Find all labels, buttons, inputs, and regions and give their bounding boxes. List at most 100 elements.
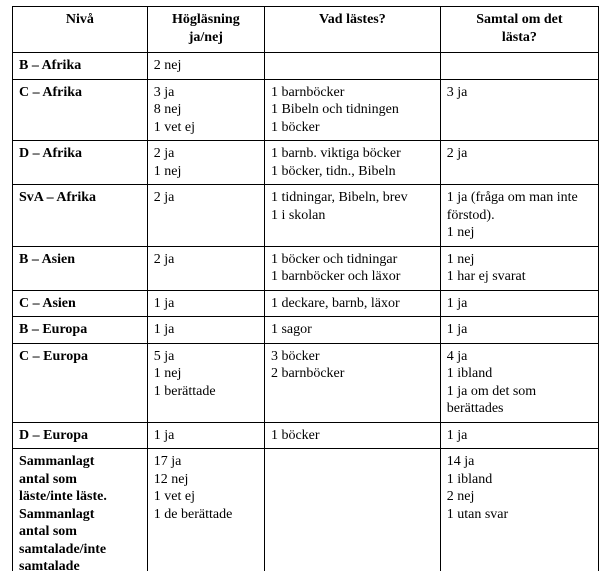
header-l1: Nivå <box>19 11 141 29</box>
cell-hoglasning: 2 ja1 nej <box>147 141 264 185</box>
cell-samtal-line: 1 ja <box>447 321 592 339</box>
cell-vad <box>264 53 440 80</box>
cell-samtal: 3 ja <box>440 79 598 141</box>
cell-vad-line: 1 böcker <box>271 427 434 445</box>
table-row: Sammanlagtantal somläste/inte läste.Samm… <box>13 449 599 571</box>
cell-vad-line: 1 barnb. viktiga böcker <box>271 145 434 163</box>
cell-level: C – Asien <box>13 290 148 317</box>
cell-samtal-line: 1 nej <box>447 224 592 242</box>
cell-hoglasning-line: 1 de berättade <box>154 506 258 524</box>
col-header-level: Nivå <box>13 7 148 53</box>
cell-vad-line: 2 barnböcker <box>271 365 434 383</box>
cell-samtal-line: 1 ibland <box>447 365 592 383</box>
col-header-samtal: Samtal om det lästa? <box>440 7 598 53</box>
table-row: D – Afrika2 ja1 nej1 barnb. viktiga böck… <box>13 141 599 185</box>
cell-hoglasning-line: 1 vet ej <box>154 488 258 506</box>
cell-hoglasning-line: 1 berättade <box>154 383 258 401</box>
cell-hoglasning-line: 1 ja <box>154 427 258 445</box>
table-row: C – Asien 1 ja 1 deckare, barnb, läxor 1 ja <box>13 290 599 317</box>
cell-level: B – Europa <box>13 317 148 344</box>
cell-hoglasning: 3 ja8 nej1 vet ej <box>147 79 264 141</box>
cell-level-line: läste/inte läste. <box>19 488 141 506</box>
cell-vad-line: 3 böcker <box>271 348 434 366</box>
table-row: C – Afrika3 ja8 nej1 vet ej1 barnböcker1… <box>13 79 599 141</box>
cell-vad: 1 barnb. viktiga böcker1 böcker, tidn., … <box>264 141 440 185</box>
table-row: C – Europa5 ja1 nej1 berättade3 böcker2 … <box>13 343 599 422</box>
cell-vad: 1 tidningar, Bibeln, brev1 i skolan <box>264 185 440 247</box>
header-l2: ja/nej <box>154 29 258 47</box>
cell-samtal: 1 ja <box>440 290 598 317</box>
cell-samtal-line: 1 ja (fråga om man inte förstod). <box>447 189 592 224</box>
data-table: Nivå Högläsning ja/nej Vad lästes? Samta… <box>12 6 599 571</box>
table-body: B – Afrika2 nejC – Afrika3 ja8 nej1 vet … <box>13 53 599 571</box>
cell-samtal-line: 1 utan svar <box>447 506 592 524</box>
cell-vad-line: 1 sagor <box>271 321 434 339</box>
cell-vad-line: 1 barnböcker och läxor <box>271 268 434 286</box>
cell-hoglasning: 1 ja <box>147 422 264 449</box>
cell-vad: 3 böcker2 barnböcker <box>264 343 440 422</box>
cell-level-line: antal som <box>19 471 141 489</box>
cell-hoglasning-line: 1 ja <box>154 321 258 339</box>
header-l1: Högläsning <box>154 11 258 29</box>
cell-hoglasning-line: 5 ja <box>154 348 258 366</box>
cell-samtal-line: 1 ja om det som berättades <box>447 383 592 418</box>
cell-hoglasning-line: 8 nej <box>154 101 258 119</box>
cell-hoglasning: 1 ja <box>147 290 264 317</box>
cell-level: D – Afrika <box>13 141 148 185</box>
cell-vad <box>264 449 440 571</box>
cell-hoglasning: 2 ja <box>147 185 264 247</box>
table-row: B – Europa 1 ja 1 sagor 1 ja <box>13 317 599 344</box>
cell-level: B – Afrika <box>13 53 148 80</box>
cell-hoglasning: 2 ja <box>147 246 264 290</box>
cell-hoglasning-line: 1 nej <box>154 163 258 181</box>
cell-hoglasning-line: 1 nej <box>154 365 258 383</box>
cell-level: Sammanlagtantal somläste/inte läste.Samm… <box>13 449 148 571</box>
cell-vad: 1 böcker <box>264 422 440 449</box>
table-row: SvA – Afrika 2 ja 1 tidningar, Bibeln, bre… <box>13 185 599 247</box>
header-l1: Vad lästes? <box>271 11 434 29</box>
cell-samtal: 14 ja1 ibland2 nej1 utan svar <box>440 449 598 571</box>
cell-vad: 1 deckare, barnb, läxor <box>264 290 440 317</box>
cell-samtal <box>440 53 598 80</box>
cell-samtal: 4 ja1 ibland1 ja om det som berättades <box>440 343 598 422</box>
table-row: B – Asien2 ja1 böcker och tidningar1 bar… <box>13 246 599 290</box>
cell-level-line: samtalade <box>19 558 141 571</box>
cell-samtal-line: 1 har ej svarat <box>447 268 592 286</box>
cell-hoglasning-line: 12 nej <box>154 471 258 489</box>
cell-level-line: Sammanlagt <box>19 453 141 471</box>
table-row: D – Europa1 ja1 böcker1 ja <box>13 422 599 449</box>
cell-hoglasning-line: 17 ja <box>154 453 258 471</box>
cell-vad-line: 1 Bibeln och tidningen <box>271 101 434 119</box>
cell-hoglasning-line: 1 ja <box>154 295 258 313</box>
table-row: B – Afrika 2 nej <box>13 53 599 80</box>
cell-samtal-line: 14 ja <box>447 453 592 471</box>
cell-hoglasning: 17 ja12 nej1 vet ej1 de berättade <box>147 449 264 571</box>
col-header-hoglasning: Högläsning ja/nej <box>147 7 264 53</box>
cell-vad-line: 1 tidningar, Bibeln, brev <box>271 189 434 207</box>
cell-samtal-line: 1 nej <box>447 251 592 269</box>
cell-samtal: 1 ja <box>440 422 598 449</box>
cell-level: B – Asien <box>13 246 148 290</box>
header-l1: Samtal om det <box>447 11 592 29</box>
cell-vad-line: 1 i skolan <box>271 207 434 225</box>
cell-hoglasning-line: 2 nej <box>154 57 258 75</box>
cell-samtal-line: 4 ja <box>447 348 592 366</box>
cell-level-line: antal som <box>19 523 141 541</box>
cell-vad-line: 1 böcker <box>271 119 434 137</box>
cell-level: SvA – Afrika <box>13 185 148 247</box>
cell-hoglasning-line: 3 ja <box>154 84 258 102</box>
col-header-vad: Vad lästes? <box>264 7 440 53</box>
cell-vad: 1 böcker och tidningar1 barnböcker och l… <box>264 246 440 290</box>
cell-hoglasning: 5 ja1 nej1 berättade <box>147 343 264 422</box>
cell-vad-line: 1 böcker, tidn., Bibeln <box>271 163 434 181</box>
cell-samtal-line: 2 ja <box>447 145 592 163</box>
header-row: Nivå Högläsning ja/nej Vad lästes? Samta… <box>13 7 599 53</box>
table-head: Nivå Högläsning ja/nej Vad lästes? Samta… <box>13 7 599 53</box>
cell-level: C – Afrika <box>13 79 148 141</box>
cell-samtal: 2 ja <box>440 141 598 185</box>
cell-samtal-line: 1 ibland <box>447 471 592 489</box>
header-l2: lästa? <box>447 29 592 47</box>
cell-vad-line: 1 deckare, barnb, läxor <box>271 295 434 313</box>
cell-hoglasning-line: 2 ja <box>154 189 258 207</box>
cell-vad: 1 barnböcker1 Bibeln och tidningen1 böck… <box>264 79 440 141</box>
